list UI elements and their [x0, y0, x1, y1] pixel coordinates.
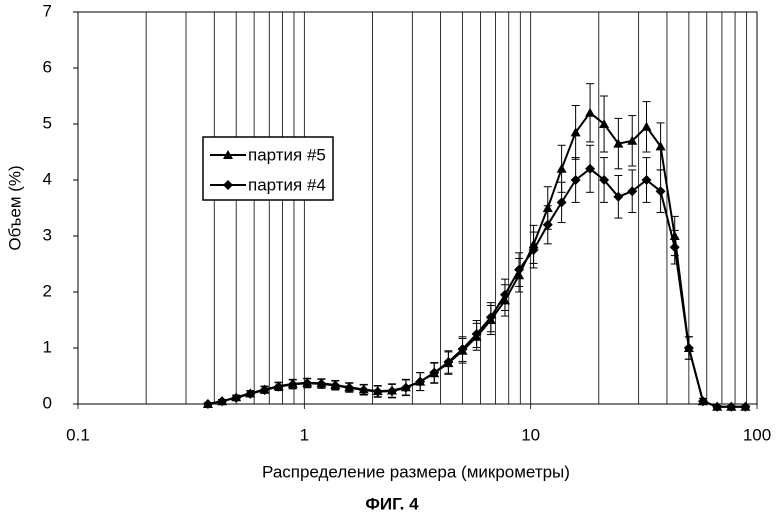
x-tick-label: 10	[521, 425, 540, 444]
y-tick-label: 5	[43, 113, 52, 132]
marker	[557, 197, 567, 207]
legend-label: партия #4	[248, 175, 326, 194]
marker	[401, 383, 411, 393]
chart: Объем (%) Распределение размера (микроме…	[0, 0, 780, 518]
y-tick-label: 7	[43, 1, 52, 20]
marker	[670, 242, 680, 252]
caption: ФИГ. 4	[365, 494, 419, 513]
plot-frame	[78, 12, 757, 404]
series-line	[208, 169, 746, 407]
marker	[373, 387, 383, 397]
y-tick-label: 4	[43, 169, 52, 188]
y-tick-label: 6	[43, 57, 52, 76]
marker	[387, 386, 397, 396]
x-tick-label: 1	[300, 425, 309, 444]
y-tick-label: 0	[43, 393, 52, 412]
y-axis-label: Объем (%)	[5, 165, 24, 250]
x-tick-label: 0.1	[66, 425, 90, 444]
x-axis-label: Распределение размера (микрометры)	[262, 462, 570, 481]
x-tick-label: 100	[743, 425, 771, 444]
legend: партия #5 партия #4	[203, 137, 333, 200]
y-tick-label: 2	[43, 281, 52, 300]
y-tick-label: 3	[43, 225, 52, 244]
marker	[231, 393, 241, 403]
marker	[585, 108, 595, 117]
marker	[557, 164, 567, 173]
marker	[642, 122, 652, 131]
legend-label: партия #5	[248, 145, 326, 164]
marker	[359, 385, 369, 395]
marker	[543, 220, 553, 230]
y-tick-label: 1	[43, 337, 52, 356]
